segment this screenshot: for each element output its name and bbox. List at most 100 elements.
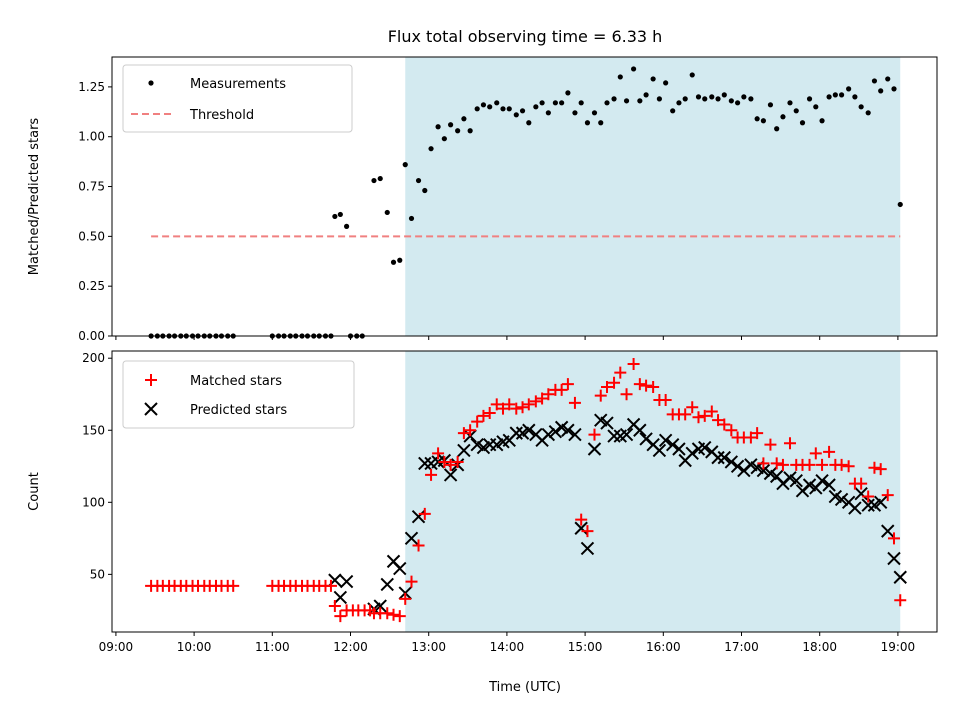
matched-star-marker bbox=[679, 408, 692, 421]
matched-star-marker bbox=[744, 431, 757, 444]
bottom-legend: Matched stars Predicted stars bbox=[122, 360, 355, 429]
matched-star-marker bbox=[393, 610, 406, 623]
measurement-point bbox=[337, 211, 343, 218]
bottom-panel: 50 100 150 200 09:00 10:00 11:00 12:00 13:00 14:… bbox=[27, 350, 938, 695]
y-tick-label: 0.25 bbox=[78, 279, 105, 293]
measurement-point bbox=[487, 104, 493, 110]
measurement-point bbox=[709, 94, 715, 100]
matched-star-marker bbox=[425, 468, 438, 481]
measurement-point bbox=[656, 96, 662, 102]
matched-star-marker bbox=[835, 458, 848, 471]
predicted-star-marker bbox=[854, 486, 868, 501]
measurement-point bbox=[390, 259, 397, 265]
measurement-point bbox=[858, 104, 864, 110]
predicted-star-marker bbox=[373, 599, 387, 613]
measurement-point bbox=[467, 128, 473, 134]
matched-star-marker bbox=[712, 414, 725, 427]
measurement-point bbox=[682, 96, 688, 102]
measurement-point bbox=[623, 98, 630, 104]
top-y-ticks: 0.00 0.25 0.50 0.75 1.00 1.25 bbox=[78, 80, 112, 343]
predicted-star-marker bbox=[881, 524, 895, 538]
matched-star-marker bbox=[522, 398, 535, 411]
matched-star-marker bbox=[725, 424, 738, 437]
y-tick-label: 1.00 bbox=[78, 130, 105, 144]
measurement-point bbox=[734, 100, 741, 106]
x-tick-label: 11:00 bbox=[255, 640, 290, 654]
predicted-star-marker bbox=[339, 574, 354, 589]
measurement-point bbox=[332, 213, 338, 220]
predicted-star-marker bbox=[619, 427, 634, 442]
measurement-point bbox=[728, 98, 734, 104]
bottom-axes-frame bbox=[111, 350, 938, 633]
x-tick-label: 09:00 bbox=[99, 640, 134, 654]
matched-star-marker bbox=[803, 458, 816, 471]
x-tick-label: 16:00 bbox=[646, 640, 681, 654]
top-legend: Measurements Threshold bbox=[122, 64, 353, 133]
y-tick-label: 0.75 bbox=[78, 180, 105, 194]
measurement-point bbox=[832, 92, 838, 98]
matched-star-marker bbox=[633, 378, 646, 391]
matched-star-marker bbox=[855, 477, 868, 490]
x-tick-label: 10:00 bbox=[177, 640, 212, 654]
matched-star-marker bbox=[647, 381, 660, 394]
measurement-point bbox=[552, 100, 558, 106]
legend-matched-marker bbox=[145, 374, 157, 386]
matched-star-marker bbox=[381, 607, 394, 620]
measurement-point bbox=[604, 100, 610, 106]
measurement-point bbox=[702, 96, 708, 102]
matched-star-marker bbox=[575, 513, 588, 526]
predicted-star-marker bbox=[724, 455, 739, 469]
y-tick-label: 100 bbox=[82, 495, 105, 509]
matched-star-marker bbox=[751, 427, 764, 440]
top-x-ticks bbox=[115, 336, 899, 340]
measurement-point bbox=[813, 104, 819, 110]
top-legend-box bbox=[122, 64, 353, 133]
measurement-point bbox=[670, 108, 676, 114]
predicted-star-marker bbox=[887, 551, 901, 566]
predicted-star-marker bbox=[672, 442, 686, 456]
matched-star-marker bbox=[809, 447, 822, 460]
predicted-star-marker bbox=[756, 463, 771, 478]
predicted-star-marker bbox=[685, 446, 699, 461]
measurement-point bbox=[408, 215, 415, 222]
matched-star-marker bbox=[881, 489, 894, 502]
y-tick-label: 50 bbox=[90, 567, 105, 581]
x-tick-label: 17:00 bbox=[724, 640, 759, 654]
measurement-point bbox=[721, 92, 727, 98]
measurement-point bbox=[578, 100, 584, 106]
matched-star-marker bbox=[887, 532, 900, 545]
matched-star-marker bbox=[601, 381, 613, 394]
matched-star-marker bbox=[783, 437, 796, 450]
measurement-point bbox=[513, 112, 519, 118]
matched-star-marker bbox=[692, 411, 705, 424]
measurement-point bbox=[715, 96, 721, 102]
matched-star-marker bbox=[620, 388, 633, 401]
matched-star-marker bbox=[718, 418, 731, 431]
matched-star-marker bbox=[387, 608, 400, 621]
measurement-point bbox=[846, 86, 852, 92]
predicted-star-marker bbox=[574, 521, 588, 535]
measurement-point bbox=[572, 110, 578, 116]
measurement-point bbox=[676, 100, 682, 106]
y-tick-label: 0.00 bbox=[78, 329, 105, 343]
measurement-point bbox=[695, 94, 702, 100]
x-tick-label: 19:00 bbox=[881, 640, 916, 654]
matched-star-marker bbox=[405, 575, 418, 588]
measurement-point bbox=[852, 94, 858, 100]
matched-star-marker bbox=[464, 424, 477, 437]
matched-star-marker bbox=[770, 457, 783, 470]
x-tick-label: 18:00 bbox=[802, 640, 837, 654]
matched-star-marker bbox=[686, 401, 699, 414]
measurement-point bbox=[826, 94, 832, 100]
bottom-y-axis-label: Count bbox=[27, 472, 42, 511]
measurement-point bbox=[422, 187, 428, 194]
measurement-point bbox=[448, 122, 454, 128]
predicted-star-marker bbox=[607, 429, 621, 443]
measurement-point bbox=[371, 177, 377, 184]
measurement-point bbox=[435, 124, 441, 130]
bottom-legend-box bbox=[122, 360, 355, 429]
measurement-point bbox=[663, 80, 669, 86]
matched-star-marker bbox=[568, 396, 581, 409]
predicted-star-marker bbox=[730, 459, 745, 473]
predicted-star-marker bbox=[393, 561, 407, 576]
